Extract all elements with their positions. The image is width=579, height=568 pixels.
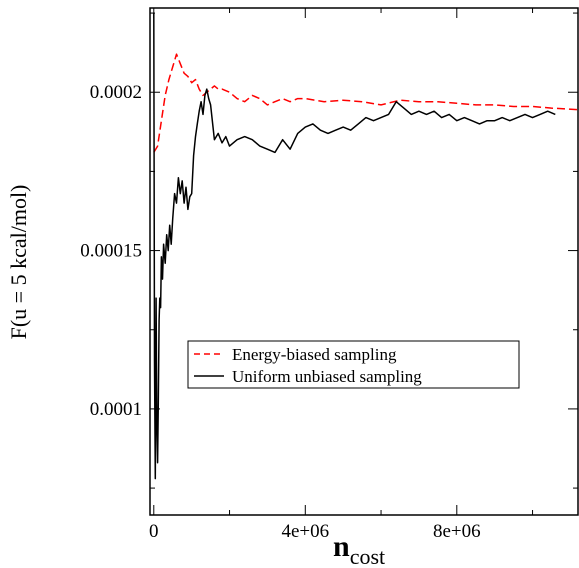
x-axis-title: ncost bbox=[333, 530, 385, 568]
x-axis-title-subscript: cost bbox=[350, 544, 385, 568]
x-tick-label: 8e+06 bbox=[433, 521, 481, 542]
plot-frame bbox=[149, 7, 579, 516]
y-tick-label: 0.00015 bbox=[80, 241, 142, 262]
x-tick-label: 0 bbox=[149, 521, 159, 542]
x-tick-label: 4e+06 bbox=[281, 521, 329, 542]
legend-label-energy-biased: Energy-biased sampling bbox=[232, 345, 397, 364]
legend-box bbox=[187, 340, 520, 389]
series-line-uniform-unbiased bbox=[153, 13, 556, 480]
x-axis-title-main: n bbox=[333, 530, 350, 563]
y-axis-title: F(u = 5 kcal/mol) bbox=[6, 185, 31, 340]
series-line-energy-biased bbox=[153, 53, 579, 153]
x-axis-ticks: 0 4e+06 8e+06 bbox=[149, 8, 534, 542]
y-tick-label: 0.0001 bbox=[90, 399, 142, 420]
y-tick-label: 0.0002 bbox=[90, 82, 142, 103]
legend: Energy-biased sampling Uniform unbiased … bbox=[187, 340, 520, 389]
series-layer bbox=[153, 13, 579, 480]
legend-label-uniform-unbiased: Uniform unbiased sampling bbox=[232, 367, 422, 386]
y-axis-ticks: 0.0001 0.00015 0.0002 bbox=[80, 12, 578, 489]
